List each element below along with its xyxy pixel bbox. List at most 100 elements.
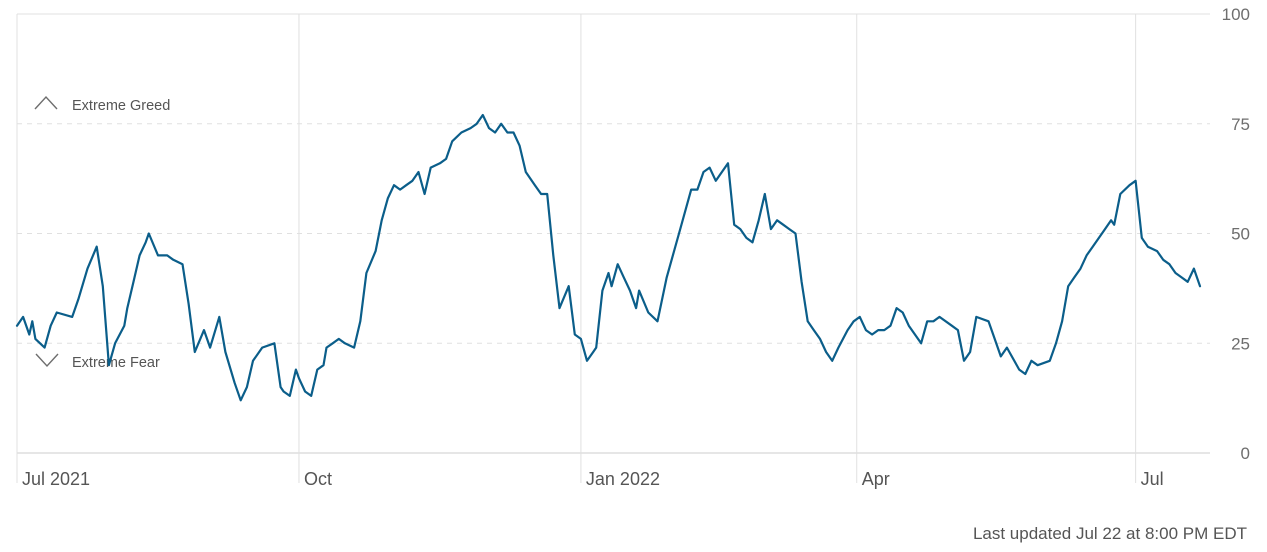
data-point	[877, 329, 879, 331]
data-point	[1113, 224, 1115, 226]
data-point	[102, 285, 104, 287]
data-point	[1193, 268, 1195, 270]
data-point	[519, 145, 521, 147]
data-point	[273, 342, 275, 344]
data-point	[1049, 360, 1051, 362]
data-point	[592, 351, 594, 353]
data-point	[476, 123, 478, 125]
data-point	[424, 193, 426, 195]
data-point	[782, 224, 784, 226]
data-point	[1000, 355, 1002, 357]
data-point	[1055, 342, 1057, 344]
data-point	[126, 307, 128, 309]
data-point	[494, 131, 496, 133]
data-point	[865, 329, 867, 331]
data-point	[819, 338, 821, 340]
data-point	[837, 347, 839, 349]
data-point	[16, 325, 18, 327]
data-point	[751, 241, 753, 243]
data-point	[586, 360, 588, 362]
data-point	[871, 333, 873, 335]
data-point	[1156, 250, 1158, 252]
data-point	[359, 320, 361, 322]
data-point	[430, 167, 432, 169]
chevron-down-icon	[35, 353, 59, 368]
data-point	[381, 219, 383, 221]
data-point	[825, 351, 827, 353]
data-point	[56, 311, 58, 313]
data-point	[139, 254, 141, 256]
data-point	[123, 325, 125, 327]
data-point	[252, 360, 254, 362]
data-point	[847, 329, 849, 331]
data-point	[1135, 180, 1137, 182]
data-point	[770, 228, 772, 230]
data-point	[739, 228, 741, 230]
data-point	[338, 338, 340, 340]
data-point	[224, 351, 226, 353]
data-point	[439, 162, 441, 164]
series-line-0	[15, 113, 1202, 402]
data-point	[534, 184, 536, 186]
data-point	[512, 131, 514, 133]
data-point	[365, 272, 367, 274]
data-point	[86, 268, 88, 270]
data-point	[558, 307, 560, 309]
data-point	[611, 285, 613, 287]
data-point	[1061, 320, 1063, 322]
data-point	[580, 338, 582, 340]
x-tick-label-1: Oct	[304, 469, 332, 489]
data-point	[702, 171, 704, 173]
data-point	[896, 307, 898, 309]
data-point	[546, 193, 548, 195]
data-point	[853, 320, 855, 322]
y-tick-label-100: 100	[1222, 5, 1250, 24]
data-point	[506, 131, 508, 133]
data-point	[234, 382, 236, 384]
data-point	[399, 189, 401, 191]
data-point	[375, 250, 377, 252]
zone-markers: Extreme Greed Extreme Fear	[34, 95, 170, 371]
data-point	[96, 246, 98, 248]
data-point	[218, 316, 220, 318]
data-point	[889, 325, 891, 327]
data-point	[629, 290, 631, 292]
data-point	[975, 316, 977, 318]
data-point	[859, 316, 861, 318]
data-point	[1067, 285, 1069, 287]
data-point	[647, 311, 649, 313]
data-point	[145, 241, 147, 243]
data-point	[1141, 237, 1143, 239]
data-point	[696, 189, 698, 191]
data-point	[148, 232, 150, 234]
data-point	[332, 342, 334, 344]
data-point	[709, 167, 711, 169]
data-point	[283, 390, 285, 392]
data-point	[727, 162, 729, 164]
data-point	[44, 347, 46, 349]
data-point	[574, 333, 576, 335]
data-point	[1079, 268, 1081, 270]
data-point	[28, 333, 30, 335]
data-point	[883, 329, 885, 331]
data-point	[298, 377, 300, 379]
data-point	[1181, 276, 1183, 278]
data-point	[325, 347, 327, 349]
data-point	[957, 329, 959, 331]
data-point	[745, 237, 747, 239]
data-point	[482, 114, 484, 116]
data-point	[1199, 285, 1201, 287]
y-tick-label-25: 25	[1231, 334, 1250, 353]
data-point	[132, 281, 134, 283]
chevron-up-icon	[34, 95, 58, 110]
last-updated-text: Last updated Jul 22 at 8:00 PM EDT	[972, 524, 1247, 543]
data-point	[194, 351, 196, 353]
data-point	[678, 232, 680, 234]
data-point	[733, 224, 735, 226]
data-point	[71, 316, 73, 318]
data-point	[445, 158, 447, 160]
data-point	[552, 254, 554, 256]
data-point	[393, 184, 395, 186]
data-point	[623, 276, 625, 278]
data-point	[1174, 272, 1176, 274]
